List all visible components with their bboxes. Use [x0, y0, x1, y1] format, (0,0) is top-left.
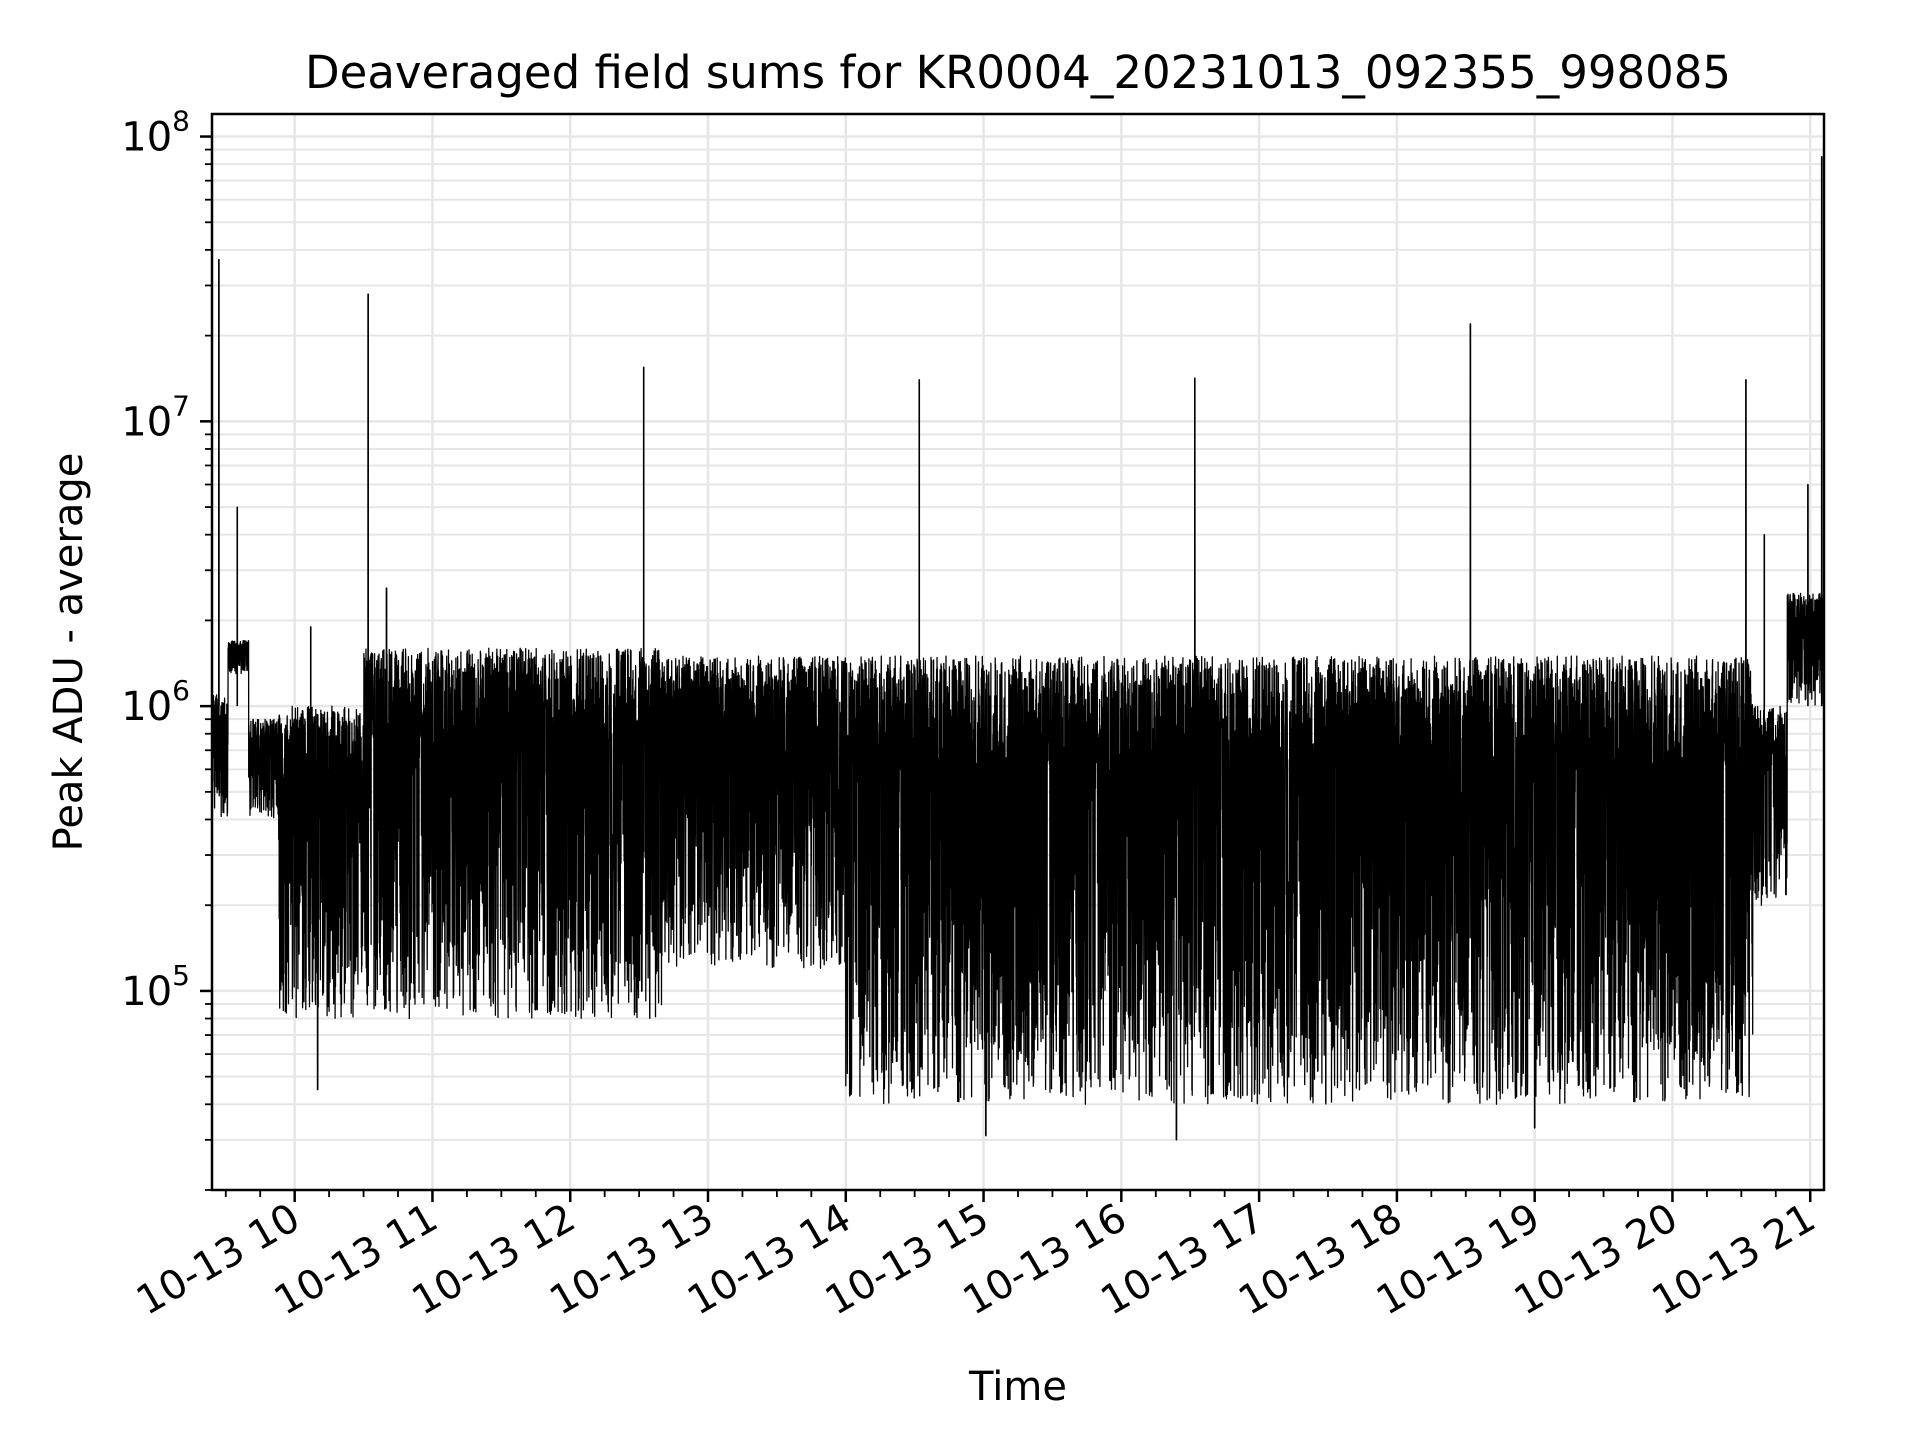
data-series: [211, 156, 1825, 1141]
y-axis-label: Peak ADU - average: [46, 453, 92, 852]
y-tick-label: 106: [121, 674, 190, 730]
x-axis-label: Time: [968, 1364, 1067, 1410]
series-line: [211, 156, 1825, 1141]
y-tick-label: 107: [121, 389, 190, 445]
y-axis-ticks: 105 106 107 108: [121, 105, 212, 1191]
y-tick-label: 108: [121, 105, 190, 161]
chart-title: Deaveraged field sums for KR0004_2023101…: [305, 46, 1731, 99]
y-tick-label: 105: [121, 959, 190, 1015]
